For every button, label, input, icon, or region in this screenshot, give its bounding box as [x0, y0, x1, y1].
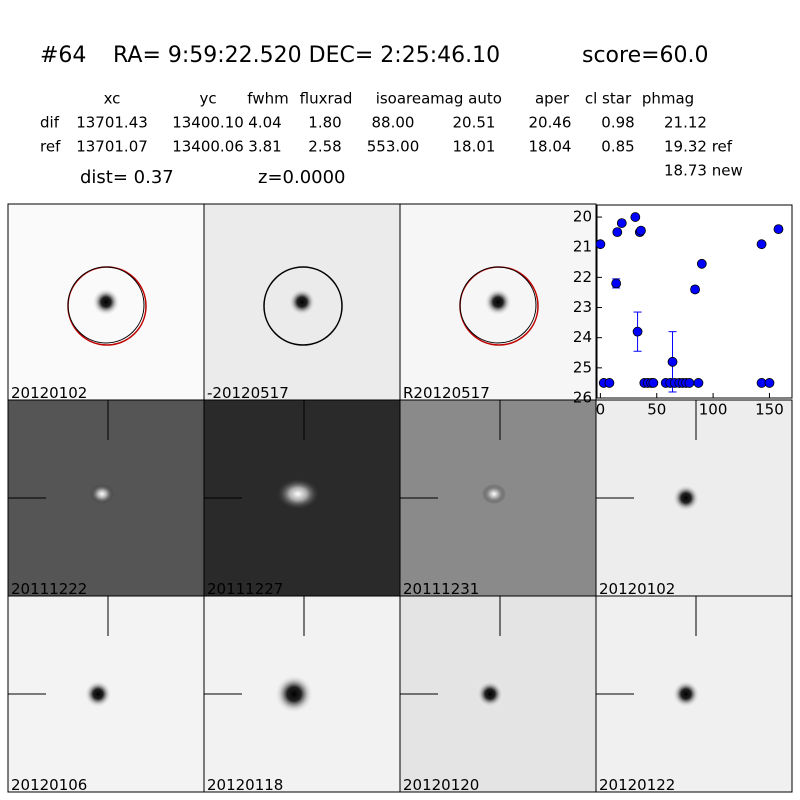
- point: [604, 378, 615, 388]
- source: [476, 680, 504, 708]
- source: [276, 478, 320, 510]
- point: [764, 378, 775, 388]
- light-curve: 0 50 100 150 20 21 22 23 24 25 26: [573, 204, 793, 419]
- y-tick-label: 26: [573, 389, 592, 407]
- point: [690, 284, 700, 295]
- column-header: aper: [535, 90, 570, 108]
- point: [632, 326, 643, 337]
- column-header: cl star: [585, 90, 632, 108]
- stamp-label: 20120102: [599, 580, 675, 598]
- coordinates: RA= 9:59:22.520 DEC= 2:25:46.10: [113, 43, 500, 68]
- point: [616, 218, 627, 228]
- x-tick-label: 150: [755, 401, 784, 419]
- source: [288, 288, 316, 316]
- plot-area: [596, 204, 793, 399]
- cell: 20.46: [529, 114, 572, 132]
- aperture: [263, 266, 343, 346]
- y-tick-label: 21: [573, 238, 592, 256]
- source: [484, 288, 512, 316]
- cell: 13400.06: [172, 138, 244, 156]
- source: [274, 674, 314, 714]
- score: score=60.0: [582, 43, 709, 68]
- cell: 553.00: [367, 138, 420, 156]
- cell: 13400.10: [172, 114, 244, 132]
- point: [648, 378, 659, 388]
- cell: 88.00: [372, 114, 415, 132]
- stamp-label: 20111231: [403, 580, 479, 598]
- source: [84, 680, 112, 708]
- stamp-label: 20111222: [11, 580, 87, 598]
- stamp-label: -20120517: [207, 384, 289, 402]
- x-tick-label: 50: [647, 401, 666, 419]
- point: [684, 378, 695, 388]
- source: [92, 288, 120, 316]
- cell: 3.81: [248, 138, 281, 156]
- y-tick-label: 25: [573, 358, 592, 376]
- stamp-label: 20111227: [207, 580, 283, 598]
- dist: dist= 0.37: [80, 167, 174, 188]
- cell: 0.85: [601, 138, 634, 156]
- x-tick-label: 100: [699, 401, 728, 419]
- cell: 18.01: [453, 138, 496, 156]
- y-tick-label: 22: [573, 268, 592, 286]
- column-header: xc: [104, 90, 121, 108]
- row-label: ref: [40, 138, 61, 156]
- point: [667, 356, 678, 367]
- point: [696, 258, 707, 269]
- cell: 18.04: [529, 138, 572, 156]
- phmag-new: 18.73 new: [664, 162, 743, 180]
- x-tick-label: 0: [596, 401, 606, 419]
- point: [693, 378, 704, 388]
- cell: 20.51: [453, 114, 496, 132]
- aperture: [459, 266, 537, 344]
- redshift: z=0.0000: [258, 167, 346, 188]
- cell: 21.12: [664, 114, 707, 132]
- point: [756, 239, 767, 250]
- stamp-label: 20120102: [11, 384, 87, 402]
- y-tick-label: 23: [573, 298, 592, 316]
- aperture: [67, 266, 145, 344]
- stamp-label: 20120118: [207, 776, 283, 794]
- stamp-label: 20120122: [599, 776, 675, 794]
- source: [672, 680, 700, 708]
- cell: 1.80: [308, 114, 341, 132]
- y-tick-label: 20: [573, 208, 592, 226]
- y-tick-label: 24: [573, 328, 592, 346]
- source: [672, 484, 700, 512]
- column-header: yc: [199, 90, 216, 108]
- cell: 13701.43: [76, 114, 148, 132]
- point: [773, 224, 784, 235]
- source: [482, 484, 506, 504]
- cell: 4.04: [248, 114, 281, 132]
- stamp-label: 20120120: [403, 776, 479, 794]
- table: xc yc fwhm fluxrad isoarea mag auto aper cl sta…: [40, 90, 733, 156]
- column-header: fluxrad: [300, 90, 353, 108]
- column-header: phmag: [642, 90, 694, 108]
- column-header: mag auto: [430, 90, 502, 108]
- cell: 13701.07: [76, 138, 148, 156]
- point: [636, 225, 646, 236]
- point: [612, 227, 623, 238]
- stamp-label: 20120106: [11, 776, 87, 794]
- cell: 2.58: [308, 138, 341, 156]
- column-header: fwhm: [247, 90, 288, 108]
- cell: 19.32 ref: [664, 138, 733, 156]
- stamp-label: R20120517: [403, 384, 490, 402]
- column-header: isoarea: [376, 90, 431, 108]
- point: [595, 239, 606, 250]
- row-label: dif: [40, 114, 60, 132]
- source: [90, 484, 114, 504]
- point: [630, 212, 641, 222]
- panels: 20120102 -20120517 R20120517 20111222 201112…: [7, 203, 793, 794]
- candidate-id: #64: [40, 43, 86, 68]
- cell: 0.98: [601, 114, 634, 132]
- point: [611, 278, 622, 289]
